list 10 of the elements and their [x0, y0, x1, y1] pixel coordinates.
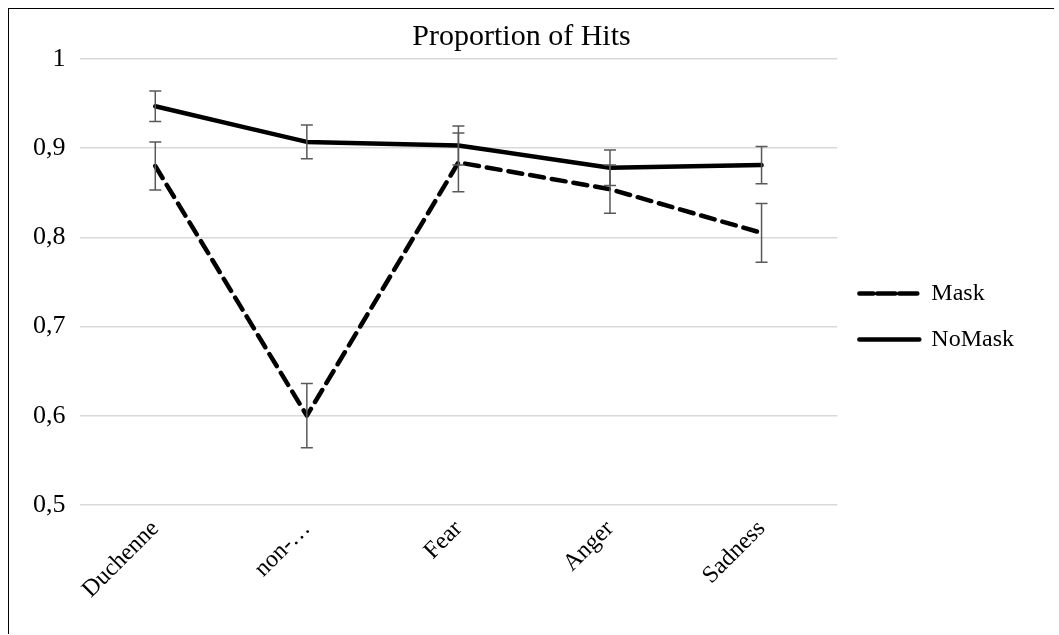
legend-label: Mask	[931, 278, 985, 305]
y-tick-label: 0,5	[33, 488, 66, 518]
x-tick-label: Fear	[417, 514, 467, 564]
legend-label: NoMask	[931, 324, 1015, 351]
y-tick-label: 0,9	[33, 132, 66, 161]
y-tick-label: 0,6	[33, 399, 66, 429]
y-tick-label: 0,7	[33, 310, 66, 340]
chart-title: Proportion of Hits	[412, 17, 631, 51]
y-tick-label: 1	[52, 42, 66, 72]
y-tick-label: 0,8	[33, 221, 66, 251]
